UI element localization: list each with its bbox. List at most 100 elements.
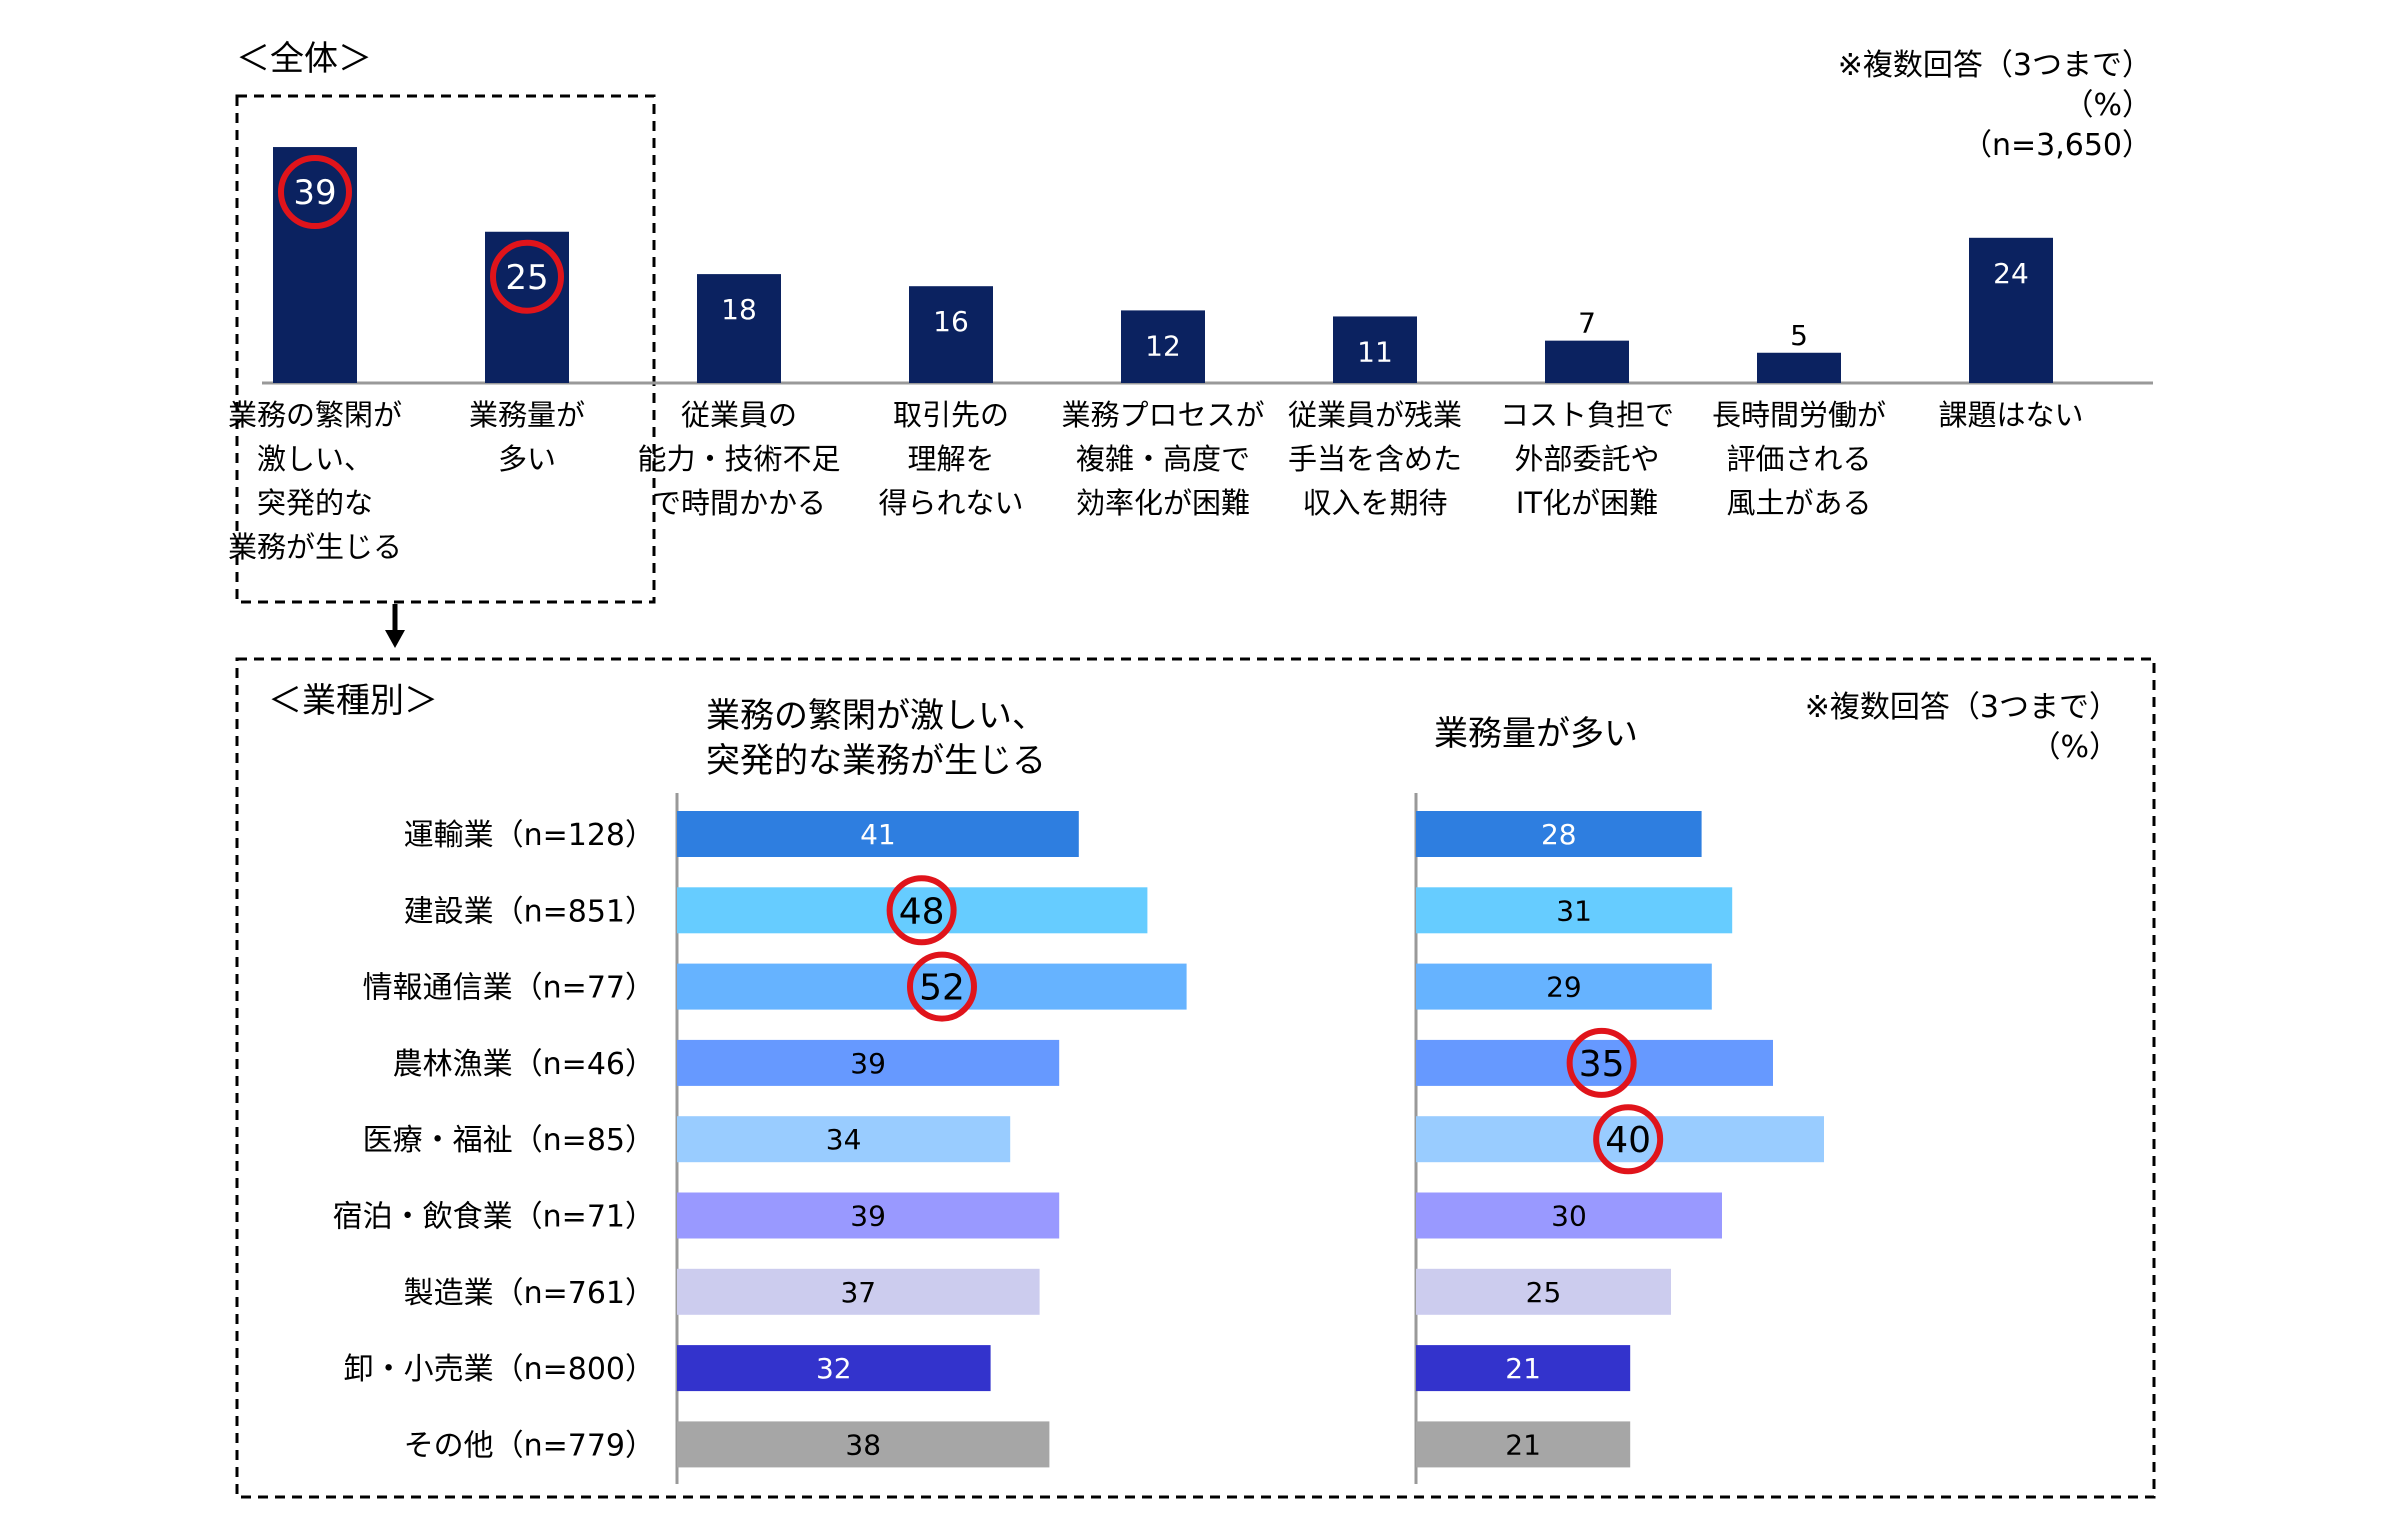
overall-category-label: 能力・技術不足 bbox=[637, 442, 840, 476]
industry-data-label: 52 bbox=[919, 968, 965, 1009]
industry-category-label: その他（n=779） bbox=[404, 1428, 655, 1463]
industry-category-label: 卸・小売業（n=800） bbox=[344, 1352, 655, 1387]
industry-data-label: 35 bbox=[1579, 1044, 1625, 1085]
industry-bar bbox=[1416, 1345, 1631, 1392]
overall-bar bbox=[1969, 237, 2053, 383]
industry-category-label: 建設業（n=851） bbox=[404, 894, 655, 929]
overall-note-unit: （%） bbox=[2063, 88, 2152, 123]
industry-data-label: 29 bbox=[1546, 971, 1582, 1004]
industry-box bbox=[235, 657, 2156, 1499]
highlight-circle bbox=[1566, 1027, 1637, 1098]
overall-category-label: 激しい、 bbox=[257, 442, 373, 476]
overall-category-label: 従業員が残業 bbox=[1288, 398, 1462, 432]
overall-bar bbox=[1545, 340, 1629, 383]
overall-bar bbox=[1333, 316, 1417, 383]
industry-data-label: 28 bbox=[1541, 818, 1577, 851]
highlight-circle bbox=[490, 239, 564, 314]
industry-bar bbox=[1416, 1116, 1824, 1163]
overall-note-n: （n=3,650） bbox=[1962, 128, 2152, 163]
industry-bar bbox=[677, 887, 1148, 934]
industry-bar bbox=[677, 1268, 1040, 1315]
overall-data-label: 39 bbox=[293, 173, 336, 213]
highlight-box bbox=[235, 94, 656, 604]
overall-data-label: 12 bbox=[1145, 329, 1181, 362]
highlight-circle bbox=[278, 155, 352, 230]
overall-bar bbox=[1757, 352, 1841, 383]
overall-data-label: 18 bbox=[721, 293, 757, 326]
overall-bar bbox=[1121, 310, 1205, 383]
overall-category-label: IT化が困難 bbox=[1516, 486, 1658, 520]
highlight-circle bbox=[906, 951, 977, 1022]
overall-note-multi: ※複数回答（3つまで） bbox=[1838, 48, 2152, 83]
industry-category-label: 運輸業（n=128） bbox=[404, 818, 655, 853]
industry-bar bbox=[677, 1116, 1011, 1163]
overall-bar bbox=[273, 147, 357, 383]
industry-data-label: 41 bbox=[860, 818, 896, 851]
industry-category-label: 農林漁業（n=46） bbox=[393, 1047, 655, 1082]
panel2-title: 業務量が多い bbox=[1434, 714, 1638, 754]
overall-category-label: 風土がある bbox=[1726, 486, 1871, 520]
industry-note-unit: （%） bbox=[2030, 730, 2119, 765]
industry-bar bbox=[1416, 887, 1733, 934]
industry-data-label: 38 bbox=[845, 1428, 881, 1461]
overall-data-label: 25 bbox=[505, 258, 548, 298]
industry-data-label: 48 bbox=[899, 891, 945, 932]
overall-category-label: 従業員の bbox=[681, 398, 797, 432]
overall-category-label: 業務が生じる bbox=[228, 530, 402, 564]
industry-bar bbox=[1416, 811, 1702, 857]
industry-bar bbox=[677, 811, 1079, 857]
overall-data-label: 11 bbox=[1357, 335, 1393, 368]
overall-category-label: 課題はない bbox=[1938, 398, 2083, 432]
industry-bar bbox=[677, 1039, 1060, 1086]
industry-bar-charts: 運輸業（n=128） 建設業（n=851） 情報通信業（n=77） 農林漁業（n=46… bbox=[333, 793, 1824, 1484]
overall-category-label: 突発的な bbox=[257, 486, 373, 520]
industry-data-label: 37 bbox=[840, 1276, 876, 1309]
overall-data-label: 7 bbox=[1578, 307, 1596, 340]
highlight-circle bbox=[886, 875, 957, 946]
overall-bar bbox=[697, 274, 781, 383]
overall-category-label: 取引先の bbox=[893, 398, 1009, 432]
down-arrow-icon bbox=[385, 630, 405, 648]
industry-bar bbox=[1416, 1039, 1773, 1086]
industry-data-label: 40 bbox=[1605, 1120, 1651, 1161]
highlight-circle bbox=[1593, 1104, 1664, 1175]
industry-data-label: 39 bbox=[850, 1047, 886, 1080]
industry-bar bbox=[1416, 1268, 1671, 1315]
overall-category-label: 評価される bbox=[1726, 442, 1871, 476]
industry-bar bbox=[677, 1421, 1050, 1468]
industry-bar bbox=[1416, 1421, 1631, 1468]
industry-category-label: 医療・福祉（n=85） bbox=[363, 1123, 655, 1158]
panel1-title-line1: 業務の繁閑が激しい、 bbox=[706, 696, 1046, 736]
industry-data-label: 32 bbox=[816, 1352, 852, 1385]
overall-title: ＜全体＞ bbox=[236, 39, 372, 79]
industry-bar bbox=[1416, 963, 1712, 1010]
industry-category-label: 製造業（n=761） bbox=[404, 1276, 655, 1311]
industry-category-label: 情報通信業（n=77） bbox=[363, 971, 655, 1006]
overall-bar-chart: 39 業務の繁閑が激しい、突発的な業務が生じる 25 業務量が多い 18 従業員の能力・技… bbox=[228, 147, 2153, 564]
overall-category-label: 外部委託や bbox=[1514, 442, 1659, 476]
industry-note-multi: ※複数回答（3つまで） bbox=[1805, 690, 2119, 725]
industry-bar bbox=[677, 963, 1187, 1010]
industry-data-label: 25 bbox=[1526, 1276, 1562, 1309]
overall-category-label: 得られない bbox=[878, 486, 1023, 520]
overall-category-label: 収入を期待 bbox=[1302, 486, 1447, 520]
overall-category-label: で時間かかる bbox=[652, 486, 826, 520]
panel1-title-line2: 突発的な業務が生じる bbox=[706, 741, 1046, 781]
industry-bar bbox=[677, 1192, 1060, 1239]
industry-data-label: 21 bbox=[1505, 1428, 1541, 1461]
overall-category-label: 複雑・高度で bbox=[1076, 442, 1250, 476]
industry-category-label: 宿泊・飲食業（n=71） bbox=[333, 1200, 655, 1235]
overall-category-label: 業務の繁閑が bbox=[228, 398, 402, 432]
overall-category-label: 理解を bbox=[907, 442, 994, 476]
overall-category-label: 多い bbox=[498, 442, 556, 476]
industry-data-label: 31 bbox=[1556, 894, 1592, 927]
overall-data-label: 16 bbox=[933, 305, 969, 338]
overall-category-label: 効率化が困難 bbox=[1076, 486, 1250, 520]
industry-bar bbox=[1416, 1192, 1722, 1239]
overall-data-label: 24 bbox=[1993, 257, 2029, 290]
overall-category-label: 長時間労働が bbox=[1712, 398, 1886, 432]
overall-category-label: 手当を含めた bbox=[1288, 442, 1462, 476]
industry-data-label: 39 bbox=[850, 1200, 886, 1233]
overall-category-label: コスト負担で bbox=[1500, 398, 1674, 432]
